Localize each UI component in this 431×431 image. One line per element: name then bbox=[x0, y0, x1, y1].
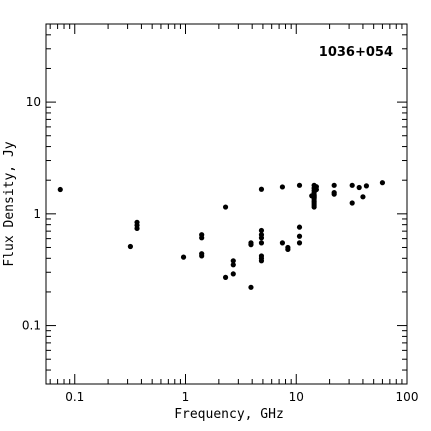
x-tick-label: 1 bbox=[182, 390, 190, 404]
data-point bbox=[248, 284, 254, 290]
data-point bbox=[258, 258, 265, 264]
data-point bbox=[134, 225, 140, 232]
points-layer bbox=[57, 180, 386, 290]
x-tick-label: 10 bbox=[289, 390, 304, 404]
data-point bbox=[360, 194, 366, 200]
chart-title: 1036+054 bbox=[319, 45, 393, 60]
data-point bbox=[199, 235, 205, 241]
data-point bbox=[258, 235, 265, 241]
data-point bbox=[279, 184, 286, 190]
y-tick-label: 10 bbox=[26, 95, 41, 109]
data-point bbox=[230, 271, 236, 277]
data-point bbox=[296, 240, 303, 246]
data-point bbox=[180, 254, 187, 260]
y-axis-label: Flux Density, Jy bbox=[2, 141, 17, 266]
data-point bbox=[230, 258, 236, 264]
tick-labels-layer: 0.1 1 10 100 0.1 1 10 bbox=[22, 95, 419, 404]
data-point bbox=[313, 186, 319, 193]
data-point bbox=[296, 224, 303, 230]
data-point bbox=[309, 193, 315, 199]
x-axis-label: Frequency, GHz bbox=[174, 407, 284, 422]
data-point bbox=[331, 191, 337, 197]
x-tick-label: 0.1 bbox=[65, 390, 84, 404]
plot-frame bbox=[45, 23, 408, 385]
data-point bbox=[279, 240, 286, 246]
data-point bbox=[127, 243, 133, 250]
data-point bbox=[311, 204, 317, 210]
data-point bbox=[296, 233, 303, 239]
data-point bbox=[222, 274, 229, 280]
data-point bbox=[285, 246, 291, 253]
data-point bbox=[363, 183, 370, 189]
data-point bbox=[258, 227, 265, 234]
data-point bbox=[349, 200, 355, 206]
data-point bbox=[222, 204, 229, 210]
data-point bbox=[248, 242, 254, 248]
data-point bbox=[356, 184, 362, 191]
data-point bbox=[296, 182, 303, 188]
data-point bbox=[349, 182, 355, 188]
data-point bbox=[199, 253, 205, 259]
data-point bbox=[57, 186, 63, 193]
data-point bbox=[258, 186, 265, 192]
y-tick-label: 0.1 bbox=[22, 319, 41, 333]
data-point bbox=[230, 262, 236, 268]
data-point bbox=[258, 240, 265, 246]
data-point bbox=[331, 182, 337, 188]
x-tick-label: 100 bbox=[396, 390, 419, 404]
data-point bbox=[379, 180, 386, 186]
y-tick-label: 1 bbox=[33, 207, 41, 221]
